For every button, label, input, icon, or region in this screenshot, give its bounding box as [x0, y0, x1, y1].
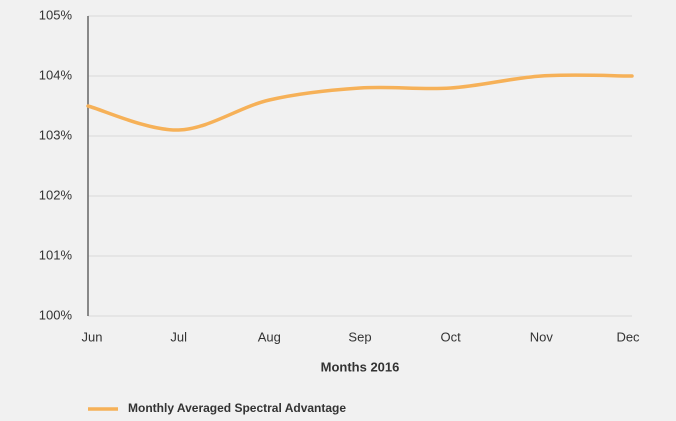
x-axis-title: Months 2016 — [321, 359, 400, 374]
x-tick-label: Aug — [258, 329, 281, 344]
y-tick-label: 100% — [39, 307, 73, 322]
y-tick-label: 104% — [39, 67, 73, 82]
x-tick-label: Nov — [530, 329, 554, 344]
x-tick-label: Sep — [348, 329, 371, 344]
x-tick-label: Jul — [170, 329, 187, 344]
y-tick-label: 102% — [39, 187, 73, 202]
data-line — [86, 73, 634, 132]
x-tick-label: Dec — [616, 329, 640, 344]
y-tick-label: 103% — [39, 127, 73, 142]
y-tick-label: 101% — [39, 247, 73, 262]
legend-label: Monthly Averaged Spectral Advantage — [128, 401, 346, 415]
x-tick-label: Jun — [82, 329, 103, 344]
y-tick-label: 105% — [39, 7, 73, 22]
x-tick-label: Oct — [441, 329, 462, 344]
